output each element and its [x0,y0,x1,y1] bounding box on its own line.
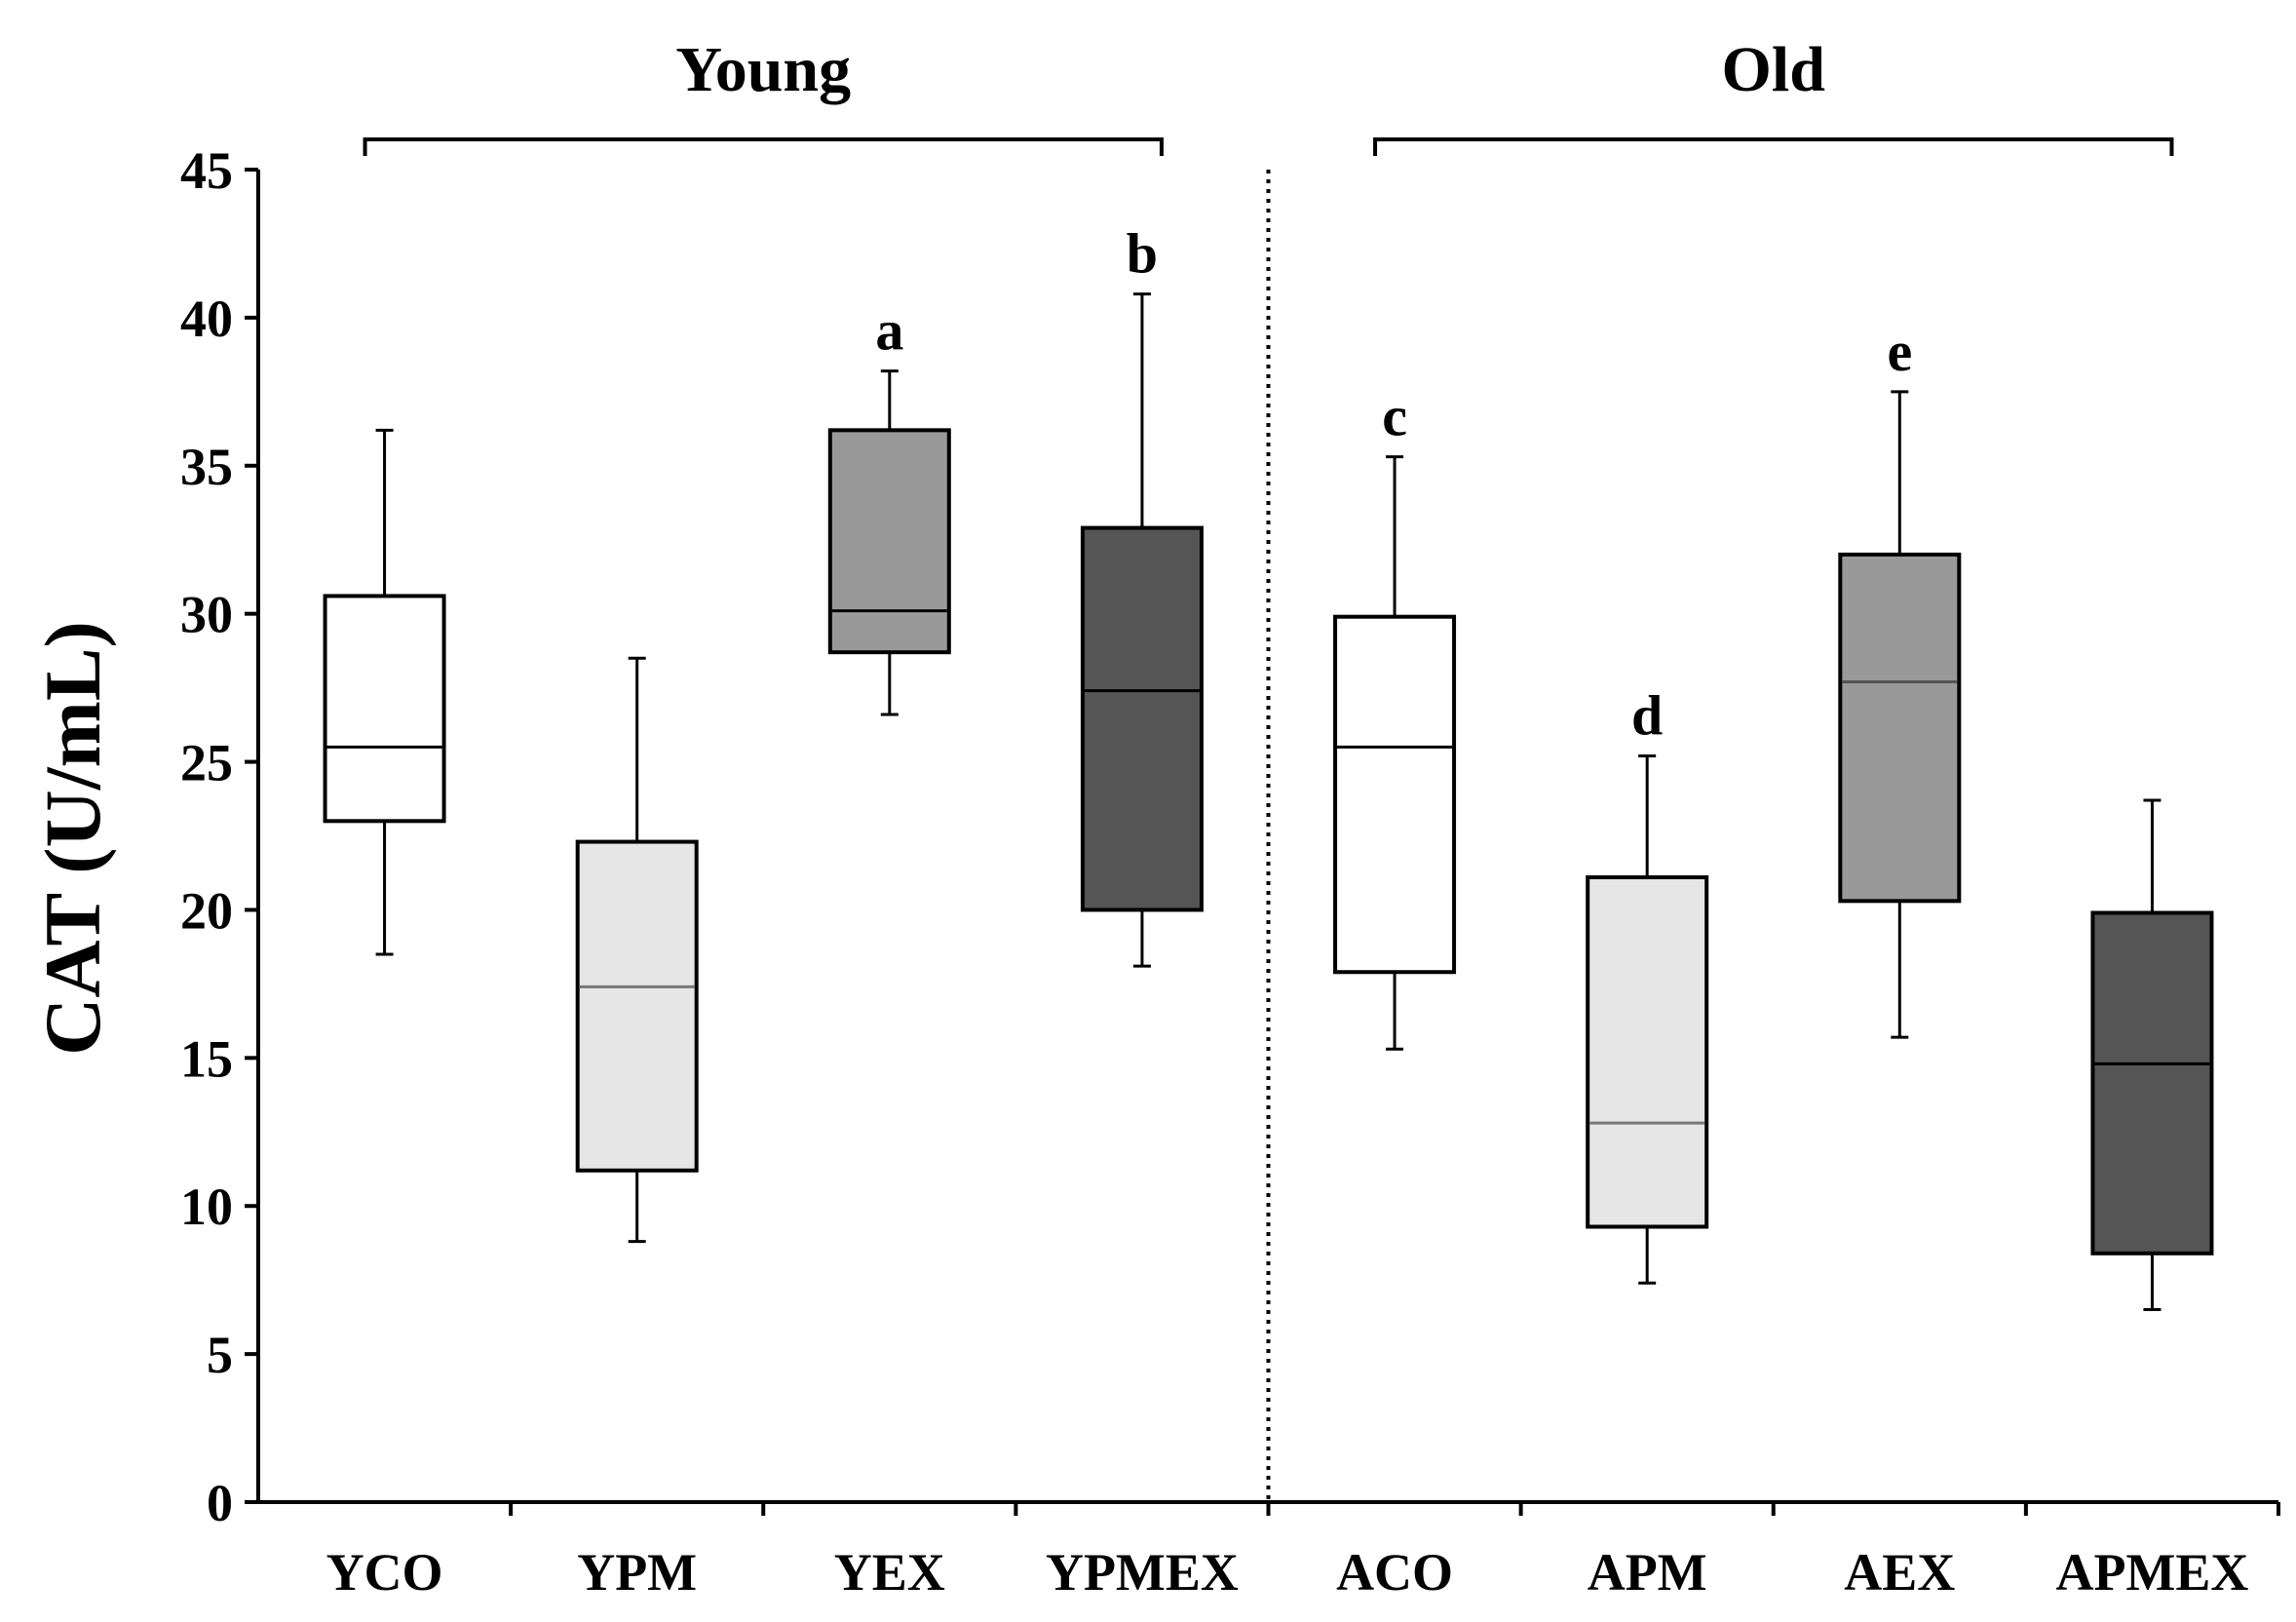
y-tick-label: 40 [180,290,233,348]
x-tick-label-ypmex: YPMEX [1046,1543,1239,1602]
y-tick-label: 10 [180,1178,233,1236]
x-tick-label-ypm: YPM [577,1543,697,1602]
box-iqr [575,839,699,1173]
box-iqr [2090,910,2214,1255]
significance-letter-e: e [1887,320,1912,383]
group-label-young: Young [675,34,851,105]
significance-letter-d: d [1631,683,1663,747]
y-tick-label: 15 [180,1029,233,1088]
x-tick-label-yex: YEX [834,1543,945,1602]
group-bracket-young [363,137,1164,156]
box-iqr [1080,525,1204,912]
x-tick-label-aco: ACO [1336,1543,1453,1602]
box-iqr [323,594,446,824]
box-iqr [1838,552,1962,904]
box-ypmex [1080,292,1204,968]
box-iqr [1333,614,1457,975]
y-tick-label: 25 [180,734,233,792]
box-aex [1838,390,1962,1039]
x-tick-label-yco: YCO [326,1543,443,1602]
box-apmex [2090,798,2214,1312]
box-iqr [1586,875,1709,1229]
y-tick-label: 5 [207,1326,233,1384]
significance-letter-a: a [875,299,903,363]
y-tick-label: 0 [207,1474,233,1532]
box-yex [827,369,951,716]
box-yco [323,428,446,956]
group-label-old: Old [1722,34,1825,105]
box-apm [1586,753,1709,1285]
x-tick-label-apmex: APMEX [2055,1543,2248,1602]
group-bracket-old [1373,137,2174,156]
box-ypm [575,656,699,1244]
x-tick-label-apm: APM [1588,1543,1707,1602]
y-tick-label: 35 [180,438,233,496]
significance-letter-c: c [1382,385,1407,448]
box-iqr [827,428,951,655]
significance-letter-b: b [1127,222,1158,286]
y-tick-label: 45 [180,141,233,200]
box-aco [1333,455,1457,1051]
y-tick-label: 30 [180,586,233,644]
y-tick-label: 20 [180,881,233,940]
x-tick-label-aex: AEX [1844,1543,1955,1602]
y-axis-label: CAT (U/mL) [28,621,117,1056]
